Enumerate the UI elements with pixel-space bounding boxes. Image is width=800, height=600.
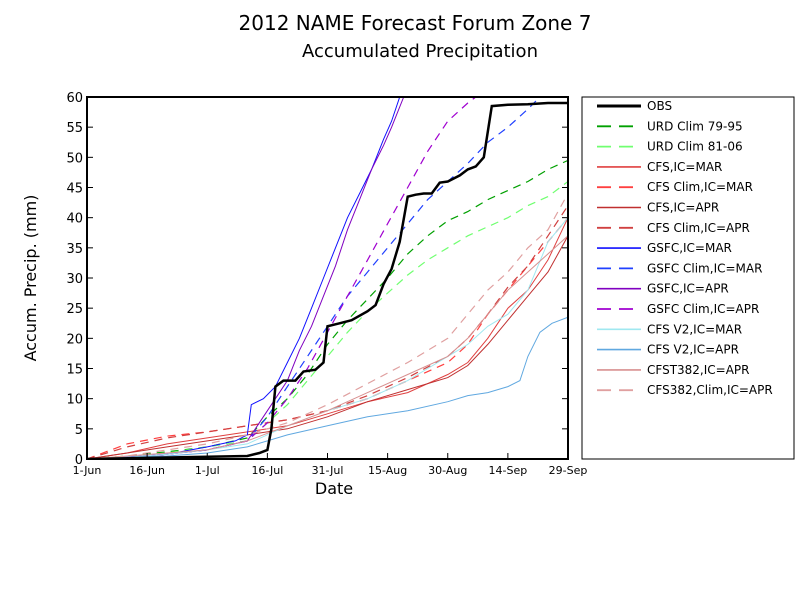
legend-entry-label: GSFC,IC=APR — [647, 282, 729, 296]
y-tick-label: 45 — [66, 182, 83, 197]
y-axis-ticks: 0 5 10 15 20 25 30 35 40 45 50 55 60 — [66, 91, 568, 468]
series-line-gsfc-clim-ic-apr — [87, 97, 477, 459]
series-line-cfs-clim-ic-apr — [87, 205, 568, 459]
series-lines — [87, 97, 568, 459]
legend-box — [581, 96, 795, 460]
y-tick-label: 35 — [66, 242, 83, 257]
legend-entry-label: CFS Clim,IC=MAR — [647, 180, 753, 194]
y-tick-label: 60 — [66, 91, 83, 106]
legend: OBS URD Clim 79-95 URD Clim 81-06 CFS,IC=MA… — [597, 99, 773, 397]
y-tick-label: 50 — [66, 151, 83, 166]
x-tick-label: 16-Jun — [129, 464, 165, 477]
legend-entry-label: CFS V2,IC=MAR — [647, 322, 742, 336]
legend-entry-label: URD Clim 79-95 — [647, 119, 743, 133]
x-tick-label: 15-Aug — [368, 464, 407, 477]
y-tick-label: 20 — [66, 332, 83, 347]
plot-frame — [86, 96, 569, 460]
series-line-cfs-ic-apr — [87, 235, 568, 459]
series-line-urd-clim-81-06 — [87, 181, 568, 459]
x-tick-label: 16-Jul — [251, 464, 283, 477]
legend-entry-label: GSFC Clim,IC=APR — [647, 302, 759, 316]
x-tick-label: 14-Sep — [489, 464, 528, 477]
series-line-cfs-clim-ic-mar — [87, 217, 568, 459]
series-line-cfs-v2-ic-apr — [87, 316, 568, 459]
y-tick-label: 15 — [66, 363, 83, 378]
y-tick-label: 40 — [66, 212, 83, 227]
chart-subtitle: Accumulated Precipitation — [302, 41, 538, 62]
x-tick-label: 1-Jun — [73, 464, 102, 477]
legend-entry-label: CFS,IC=MAR — [647, 160, 722, 174]
x-tick-label: 31-Jul — [312, 464, 344, 477]
y-tick-label: 10 — [66, 393, 83, 408]
series-line-cfs382-clim-ic-apr — [87, 193, 568, 459]
y-axis-label: Accum. Precip. (mm) — [21, 195, 40, 362]
series-line-gsfc-ic-mar — [87, 97, 401, 459]
y-tick-label: 0 — [75, 453, 83, 468]
legend-entry-label: GSFC Clim,IC=MAR — [647, 261, 762, 275]
y-tick-label: 55 — [66, 121, 83, 136]
series-line-cfst382-ic-apr — [87, 235, 568, 459]
x-tick-label: 30-Aug — [428, 464, 467, 477]
legend-entry-label: OBS — [647, 99, 672, 113]
series-line-urd-clim-79-95 — [87, 159, 568, 459]
series-line-gsfc-clim-ic-mar — [87, 97, 541, 459]
series-line-cfs-ic-mar — [87, 217, 568, 459]
legend-entry-label: GSFC,IC=MAR — [647, 241, 732, 255]
legend-entry-label: CFS Clim,IC=APR — [647, 221, 750, 235]
series-line-obs — [87, 101, 568, 459]
series-line-cfs-v2-ic-mar — [87, 217, 568, 459]
chart-title: 2012 NAME Forecast Forum Zone 7 — [239, 11, 592, 35]
legend-entry-label: CFST382,IC=APR — [647, 363, 750, 377]
x-tick-label: 1-Jul — [195, 464, 220, 477]
legend-entry-label: CFS V2,IC=APR — [647, 343, 739, 357]
x-axis-ticks: 1-Jun 16-Jun 1-Jul 16-Jul 31-Jul 15-Aug 30-Aug… — [73, 453, 588, 477]
legend-entry-label: URD Clim 81-06 — [647, 140, 743, 154]
y-tick-label: 30 — [66, 272, 83, 287]
y-tick-label: 5 — [75, 423, 83, 438]
legend-entry-label: CFS,IC=APR — [647, 201, 719, 215]
x-axis-label: Date — [315, 479, 353, 498]
y-tick-label: 25 — [66, 302, 83, 317]
x-tick-label: 29-Sep — [549, 464, 588, 477]
legend-entry-label: CFS382,Clim,IC=APR — [647, 383, 773, 397]
